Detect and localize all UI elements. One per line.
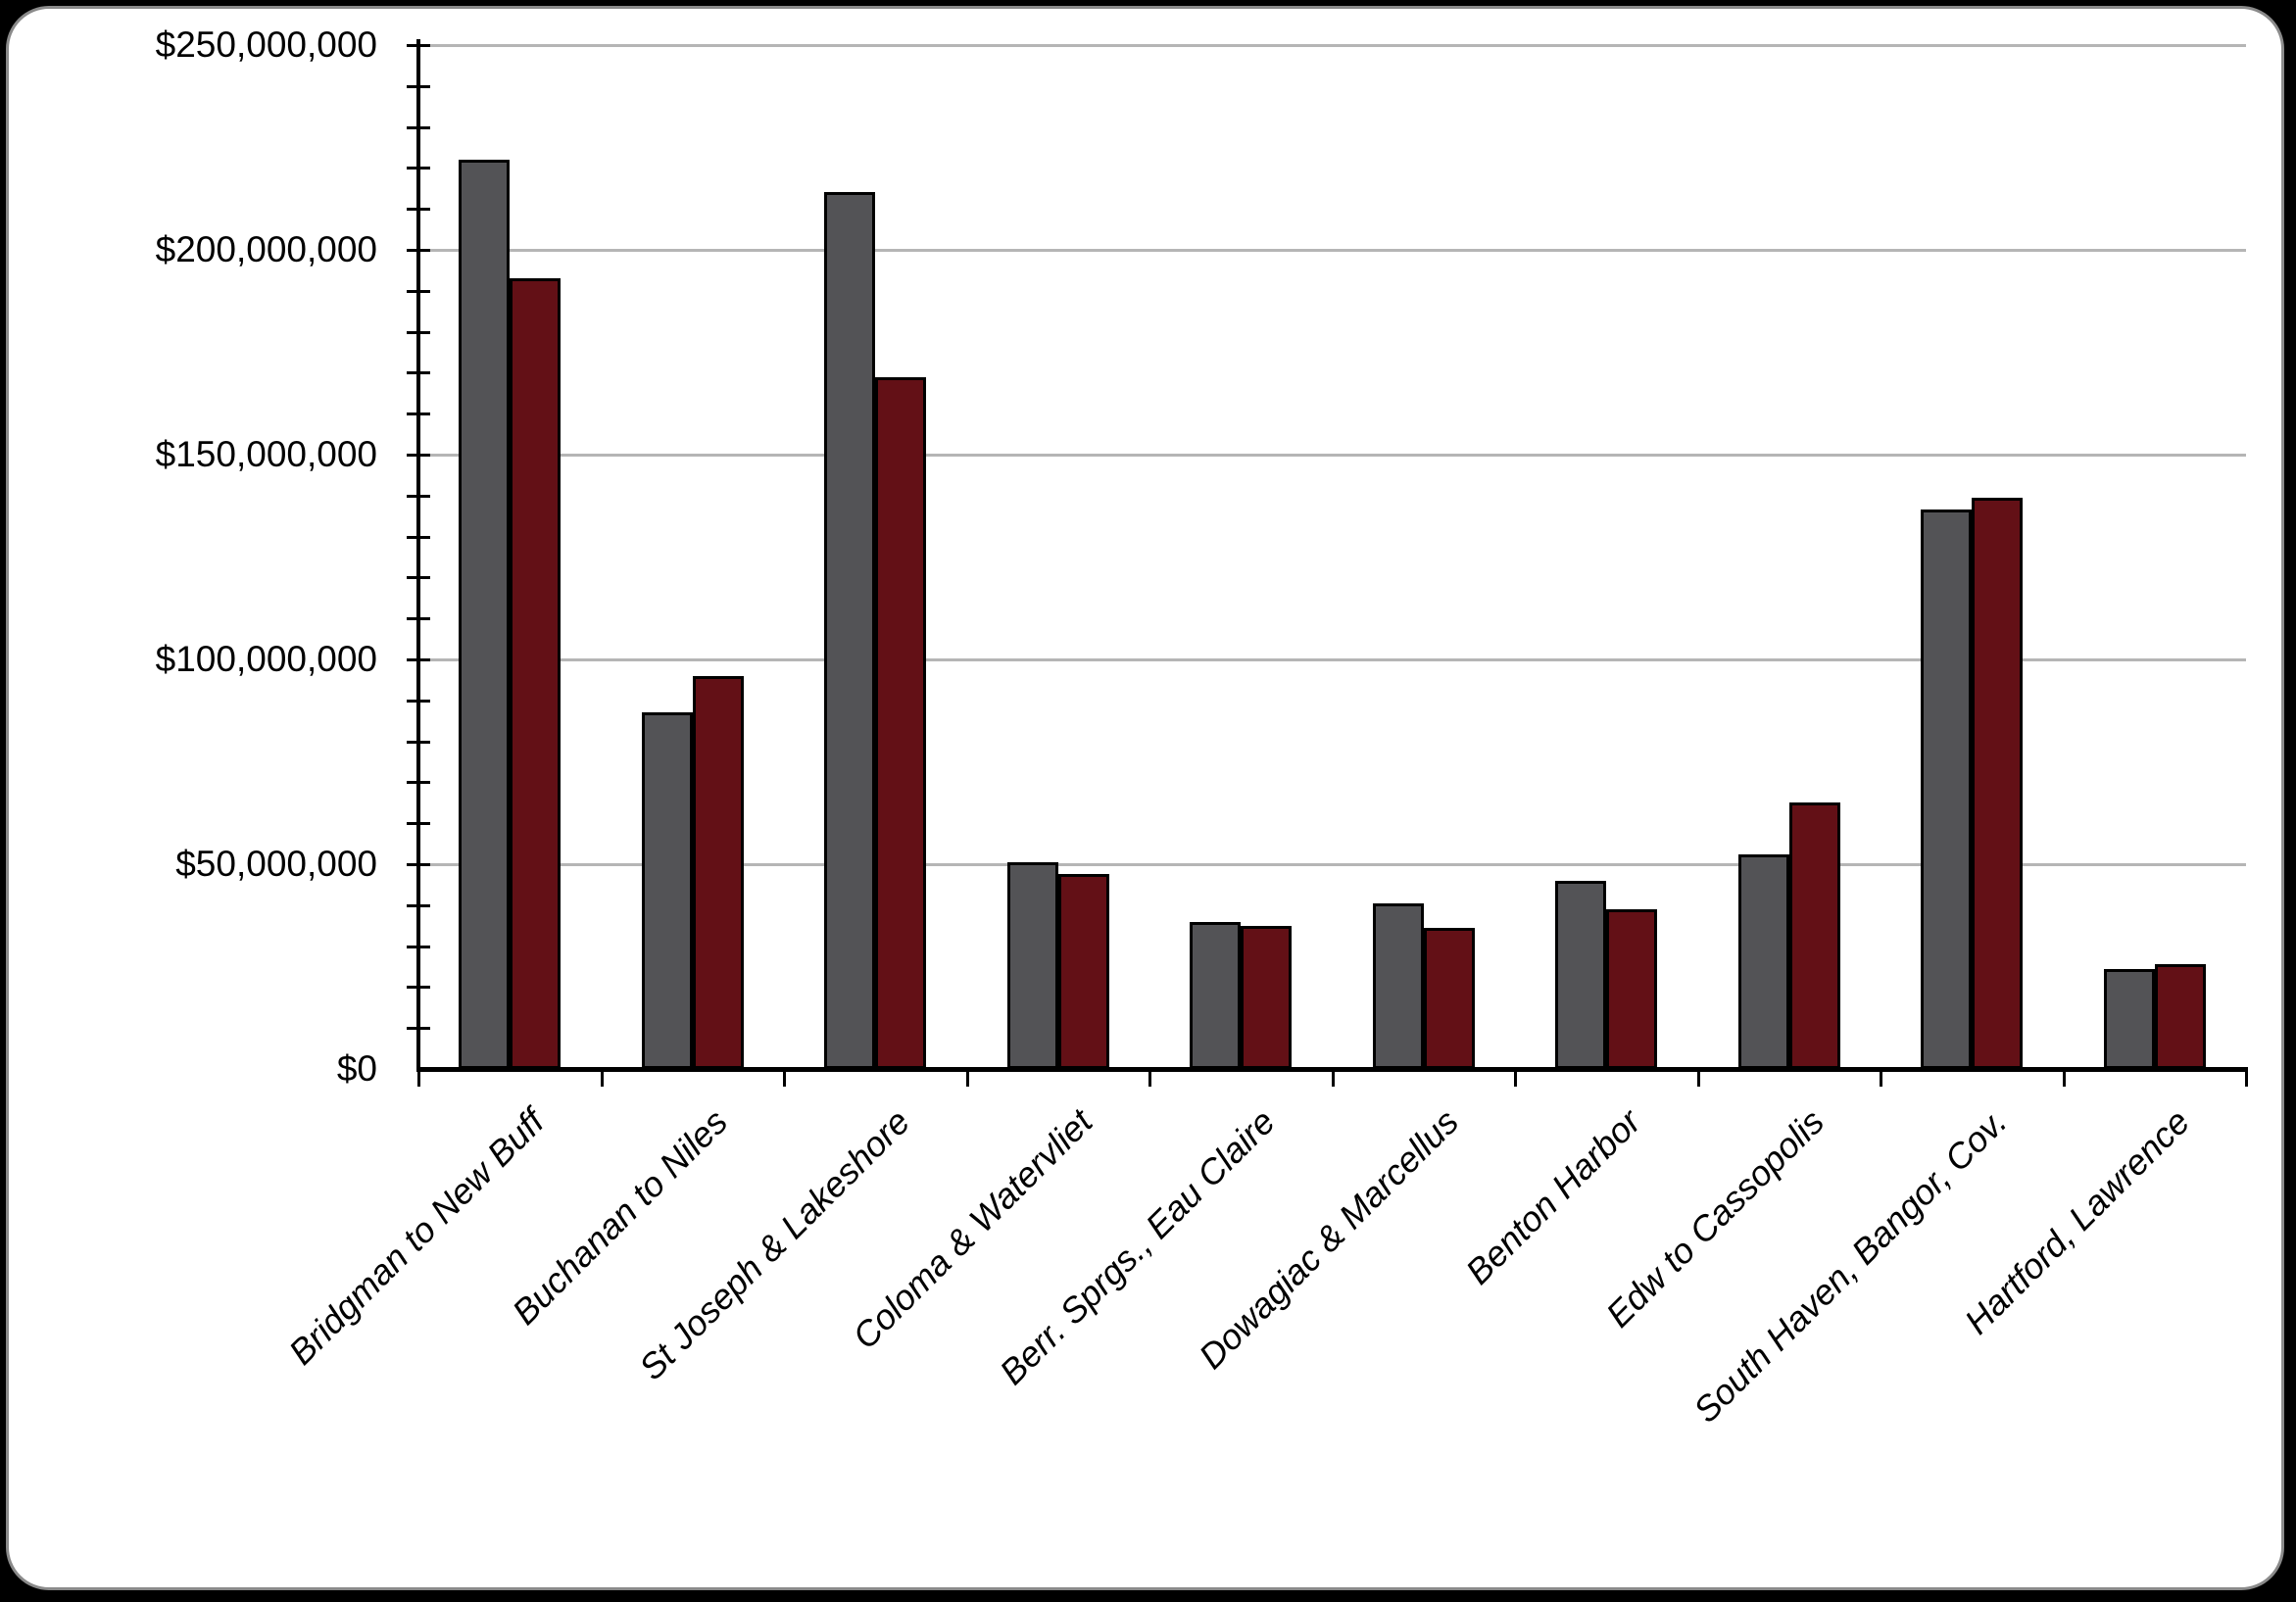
x-axis-tick (1331, 1069, 1335, 1087)
x-axis-tick (417, 1069, 420, 1087)
bar-series1-4 (1006, 862, 1058, 1069)
x-axis-tick (783, 1069, 786, 1087)
category-label-9: South Haven, Bangor, Cov. (1685, 1101, 2015, 1431)
y-axis-tick (407, 658, 430, 661)
y-axis-tick (407, 289, 430, 293)
bar-series2-9 (1972, 498, 2024, 1069)
x-axis-tick (1148, 1069, 1151, 1087)
major-gridline (418, 249, 2246, 252)
y-axis-tick (407, 454, 430, 457)
bar-series1-3 (824, 192, 876, 1069)
y-axis-tick (407, 699, 430, 703)
y-axis-tick (407, 208, 430, 212)
bar-series2-1 (510, 278, 562, 1069)
x-axis-tick (1880, 1069, 1882, 1087)
y-axis-tick-label: $250,000,000 (155, 24, 377, 65)
bar-series2-6 (1423, 928, 1475, 1069)
y-axis-tick (407, 863, 430, 866)
y-axis-tick (407, 576, 430, 580)
y-axis-tick (407, 781, 430, 785)
bar-series1-9 (1921, 510, 1973, 1069)
bar-series1-2 (641, 712, 693, 1069)
y-axis-tick (407, 44, 430, 47)
y-axis-tick-label: $0 (336, 1048, 377, 1089)
bar-series2-2 (692, 676, 744, 1069)
y-axis-tick-label: $100,000,000 (155, 639, 377, 679)
bar-series1-1 (459, 160, 511, 1069)
bar-series1-5 (1190, 922, 1242, 1069)
x-axis-tick (965, 1069, 969, 1087)
bar-series1-8 (1737, 854, 1789, 1069)
category-label-7: Benton Harbor (1457, 1101, 1649, 1292)
x-axis-tick (2245, 1069, 2248, 1087)
y-axis-tick-label: $50,000,000 (175, 844, 377, 884)
x-axis-tick (1696, 1069, 1700, 1087)
y-axis-line (416, 39, 420, 1069)
bar-series2-8 (1788, 802, 1840, 1069)
bar-series1-6 (1372, 903, 1424, 1069)
bar-series2-5 (1241, 926, 1293, 1069)
major-gridline (418, 44, 2246, 47)
major-gridline (418, 658, 2246, 661)
y-axis-tick (407, 986, 430, 990)
bar-series2-4 (1057, 874, 1109, 1069)
y-axis-tick (407, 413, 430, 416)
category-label-1: Bridgman to New Buff (280, 1101, 553, 1373)
y-axis-tick (407, 740, 430, 744)
y-axis-tick (407, 945, 430, 948)
y-axis-tick (407, 617, 430, 621)
y-axis-tick (407, 1027, 430, 1031)
bar-series1-7 (1555, 881, 1607, 1069)
x-axis-tick (2062, 1069, 2066, 1087)
y-axis-tick (407, 903, 430, 907)
major-gridline (418, 863, 2246, 866)
bar-series1-10 (2103, 969, 2155, 1069)
y-axis-tick (407, 330, 430, 334)
y-axis-tick-label: $200,000,000 (155, 229, 377, 269)
y-axis-tick (407, 535, 430, 539)
bar-series2-10 (2154, 964, 2206, 1069)
x-axis-tick (1514, 1069, 1517, 1087)
y-axis-tick (407, 84, 430, 88)
major-gridline (418, 454, 2246, 457)
bar-series2-3 (875, 377, 927, 1069)
chart-canvas-card (6, 6, 2284, 1590)
y-axis-tick (407, 822, 430, 826)
y-axis-tick (407, 371, 430, 375)
y-axis-tick (407, 125, 430, 129)
y-axis-tick-label: $150,000,000 (155, 434, 377, 474)
y-axis-tick (407, 167, 430, 170)
x-axis-tick (600, 1069, 604, 1087)
y-axis-tick (407, 494, 430, 498)
y-axis-tick (407, 249, 430, 252)
bar-series2-7 (1606, 909, 1658, 1069)
